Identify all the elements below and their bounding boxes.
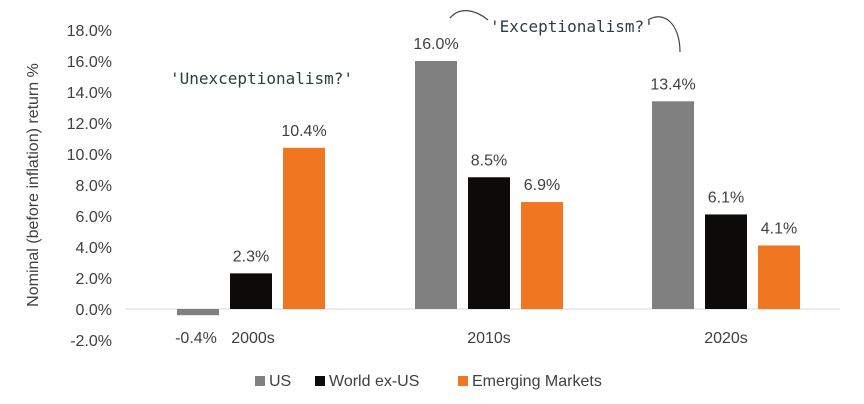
- y-tick-label: 0.0%: [76, 302, 112, 319]
- y-tick-label: 14.0%: [67, 85, 112, 102]
- annotation-arrow-right: [647, 16, 681, 53]
- y-tick-label: 12.0%: [67, 116, 112, 133]
- data-label: 10.4%: [281, 123, 326, 140]
- y-axis-ticks: -2.0% 0.0% 2.0% 4.0% 6.0% 8.0% 10.0% 12.0% 14.0%…: [67, 23, 112, 350]
- bar-us-2000s: [177, 309, 219, 316]
- x-category-label: 2000s: [231, 330, 275, 347]
- y-tick-label: 4.0%: [76, 240, 112, 257]
- legend-label: Emerging Markets: [472, 373, 602, 390]
- data-label: 2.3%: [233, 248, 269, 265]
- data-label: 13.4%: [650, 76, 695, 93]
- annotation-arrow-left: [449, 10, 489, 21]
- data-labels: -0.4% 2.3% 10.4% 16.0% 8.5% 6.9% 13.4% 6.1% 4.1%: [175, 36, 797, 347]
- legend-label: World ex-US: [329, 373, 419, 390]
- y-tick-label: 18.0%: [67, 23, 112, 40]
- annotation-exceptionalism: 'Exceptionalism?': [490, 17, 654, 36]
- legend-label: US: [269, 373, 291, 390]
- x-category-label: 2020s: [704, 330, 748, 347]
- bar-us-2010s: [415, 61, 457, 309]
- legend-swatch-emerging-markets: [458, 376, 468, 386]
- data-label: 6.1%: [708, 189, 744, 206]
- y-tick-label: 10.0%: [67, 147, 112, 164]
- data-label: 4.1%: [761, 220, 797, 237]
- data-label: 8.5%: [471, 152, 507, 169]
- data-label: 6.9%: [524, 177, 560, 194]
- y-axis-title: Nominal (before inflation) return %: [25, 63, 42, 307]
- bar-world-ex-us-2000s: [230, 273, 272, 309]
- y-tick-label: 2.0%: [76, 271, 112, 288]
- y-tick-label: 8.0%: [76, 178, 112, 195]
- bar-us-2020s: [652, 101, 694, 309]
- data-label: -0.4%: [175, 330, 217, 347]
- legend-swatch-world-ex-us: [315, 376, 325, 386]
- y-tick-label: 16.0%: [67, 54, 112, 71]
- legend: US World ex-US Emerging Markets: [255, 373, 602, 390]
- y-tick-label: -2.0%: [70, 333, 112, 350]
- x-axis-categories: 2000s 2010s 2020s: [231, 330, 748, 347]
- x-category-label: 2010s: [467, 330, 511, 347]
- bar-world-ex-us-2020s: [705, 214, 747, 309]
- y-tick-label: 6.0%: [76, 209, 112, 226]
- bar-emerging-markets-2010s: [521, 202, 563, 309]
- bar-series-group: [177, 61, 800, 316]
- data-label: 16.0%: [413, 36, 458, 53]
- annotation-unexceptionalism: 'Unexceptionalism?': [170, 69, 353, 88]
- bar-emerging-markets-2020s: [758, 245, 800, 309]
- legend-swatch-us: [255, 376, 265, 386]
- bar-world-ex-us-2010s: [468, 177, 510, 309]
- bar-emerging-markets-2000s: [283, 147, 325, 309]
